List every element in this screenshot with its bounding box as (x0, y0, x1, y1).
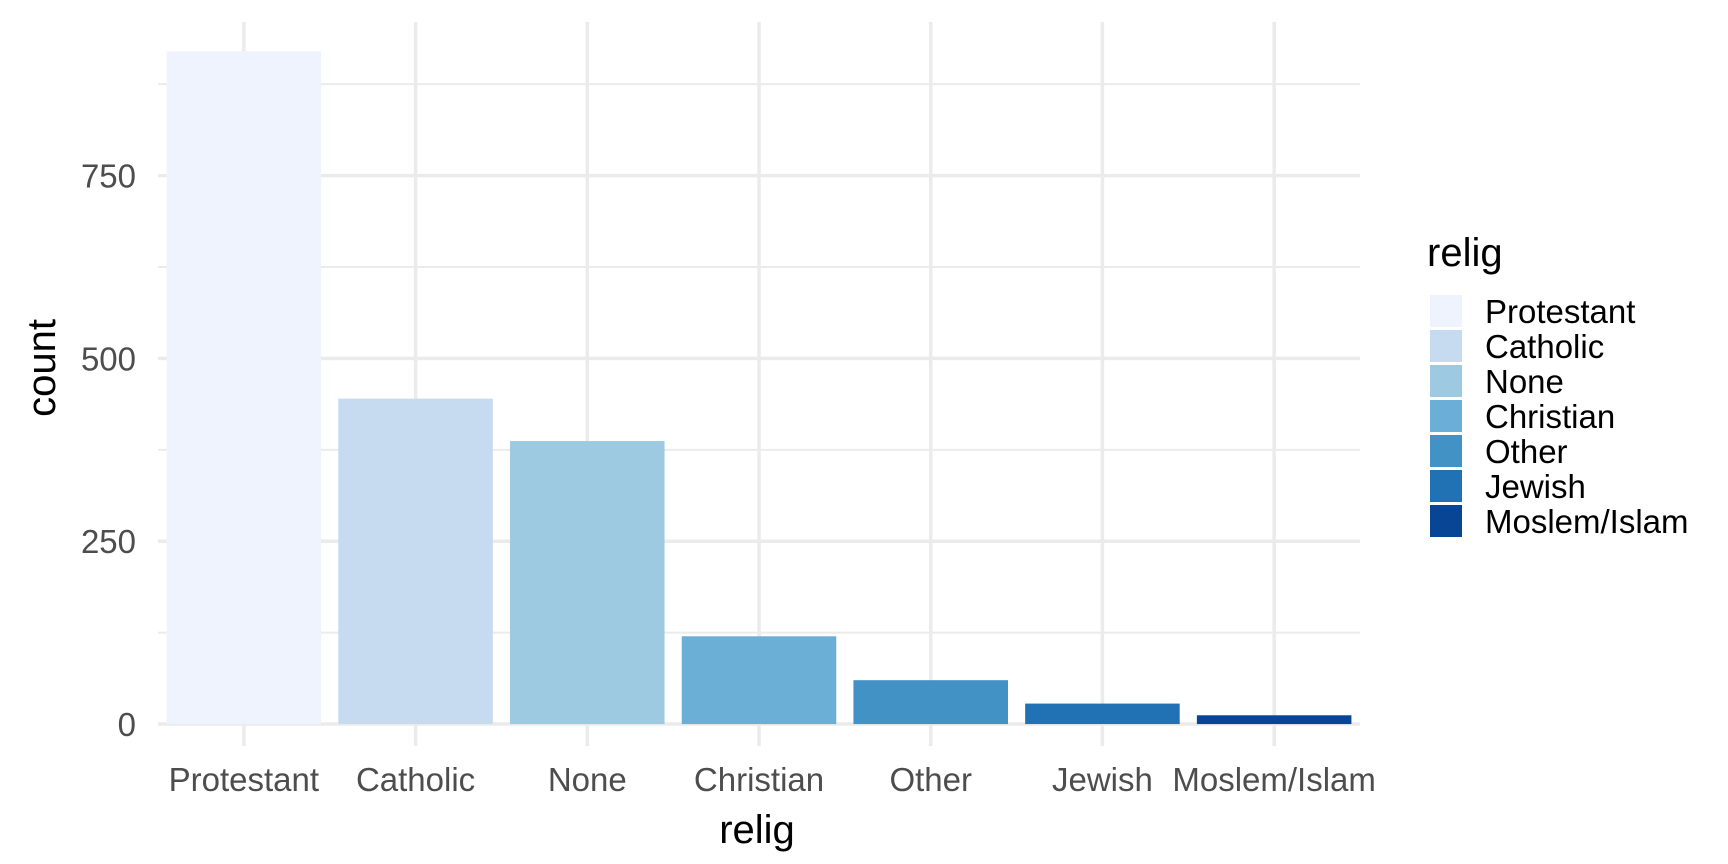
x-tick-label: Christian (694, 761, 824, 798)
y-axis-title: count (20, 319, 64, 417)
y-tick-label: 250 (81, 523, 136, 560)
bar-other (853, 680, 1008, 725)
bar-catholic (338, 398, 493, 725)
legend-label: None (1485, 363, 1564, 400)
legend-key (1430, 400, 1462, 432)
legend-title: relig (1427, 231, 1503, 275)
bars (166, 51, 1352, 725)
legend-key (1430, 505, 1462, 537)
x-tick-labels: Protestant Catholic None Christian Other Jewi… (169, 761, 1376, 798)
bar-jewish (1025, 703, 1180, 725)
x-tick-label: Protestant (169, 761, 319, 798)
legend-key (1430, 365, 1462, 397)
x-axis-title: relig (719, 808, 795, 852)
legend-label: Other (1485, 433, 1568, 470)
legend-label: Jewish (1485, 468, 1586, 505)
bar-protestant (166, 51, 322, 725)
bar-moslem-islam (1196, 715, 1352, 725)
y-tick-label: 750 (81, 158, 136, 195)
x-tick-label: Catholic (356, 761, 475, 798)
legend-label: Christian (1485, 398, 1615, 435)
x-tick-label: Jewish (1052, 761, 1153, 798)
legend-label: Catholic (1485, 328, 1604, 365)
x-tick-label: None (548, 761, 627, 798)
legend-label: Protestant (1485, 293, 1635, 330)
y-tick-labels: 0 250 500 750 (81, 158, 136, 743)
legend-key (1430, 295, 1462, 327)
legend-key (1430, 435, 1462, 467)
y-tick-label: 0 (118, 706, 136, 743)
bar-christian (681, 636, 837, 725)
legend-key (1430, 330, 1462, 362)
x-tick-label: Moslem/Islam (1172, 761, 1376, 798)
legend-label: Moslem/Islam (1485, 503, 1689, 540)
x-tick-label: Other (889, 761, 972, 798)
legend-key (1430, 470, 1462, 502)
bar-none (510, 441, 665, 725)
legend: relig ProtestantCatholicNoneChristianOth… (1427, 231, 1689, 540)
y-tick-label: 500 (81, 340, 136, 377)
